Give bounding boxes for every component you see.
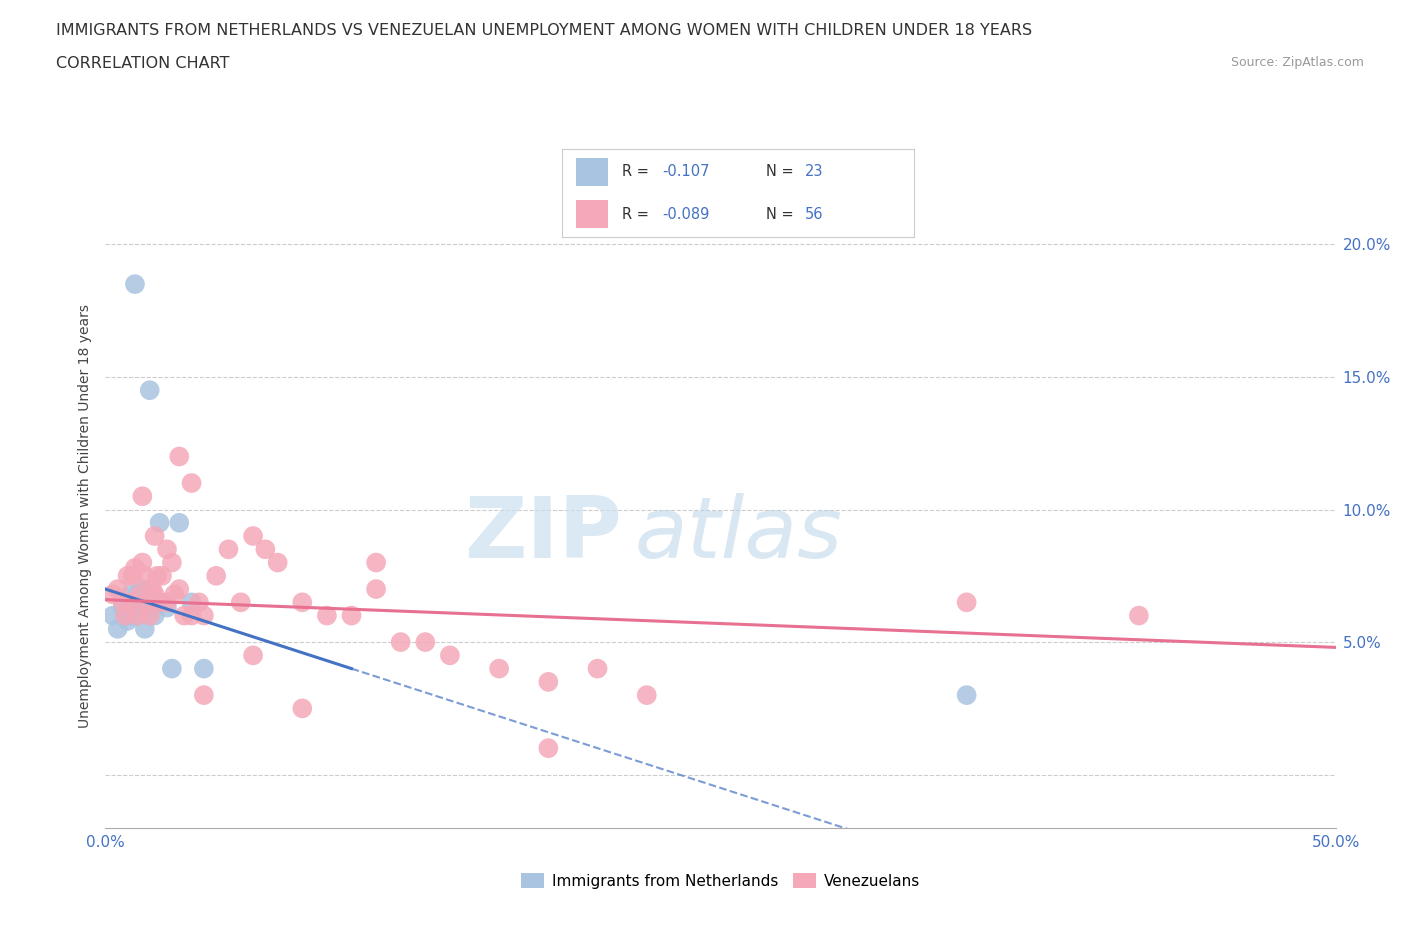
Point	[156, 600, 179, 615]
Point	[389, 634, 412, 649]
Point	[173, 608, 195, 623]
Point	[169, 449, 191, 464]
Point	[149, 515, 172, 530]
Point	[488, 661, 510, 676]
Point	[149, 595, 172, 610]
Point	[131, 581, 153, 596]
Point	[636, 687, 658, 702]
Point	[121, 608, 143, 623]
Text: atlas: atlas	[634, 493, 842, 577]
Text: R =: R =	[621, 165, 654, 179]
Point	[537, 674, 560, 689]
Point	[131, 489, 153, 504]
Legend: Immigrants from Netherlands, Venezuelans: Immigrants from Netherlands, Venezuelans	[515, 867, 927, 895]
Point	[586, 661, 609, 676]
Point	[124, 595, 146, 610]
Text: 56: 56	[804, 206, 824, 221]
Point	[127, 587, 149, 602]
Point	[229, 595, 252, 610]
Point	[143, 587, 166, 602]
Bar	[576, 158, 607, 186]
Point	[138, 383, 162, 398]
Point	[129, 600, 152, 615]
Point	[1128, 608, 1150, 623]
Text: ZIP: ZIP	[464, 493, 621, 577]
Point	[180, 595, 202, 610]
Point	[291, 595, 314, 610]
Point	[138, 608, 162, 623]
Point	[218, 542, 240, 557]
Text: N =: N =	[766, 165, 799, 179]
Point	[180, 608, 202, 623]
Point	[107, 581, 129, 596]
Point	[143, 608, 166, 623]
Point	[114, 608, 136, 623]
Point	[124, 561, 146, 576]
Point	[101, 608, 124, 623]
Point	[117, 614, 139, 629]
Point	[169, 581, 191, 596]
Point	[193, 687, 215, 702]
Point	[111, 595, 134, 610]
Point	[124, 277, 146, 292]
Point	[156, 542, 179, 557]
Text: Source: ZipAtlas.com: Source: ZipAtlas.com	[1230, 56, 1364, 69]
Point	[136, 595, 159, 610]
Point	[956, 595, 979, 610]
Point	[107, 621, 129, 636]
Point	[291, 701, 314, 716]
Point	[127, 608, 149, 623]
Text: -0.107: -0.107	[662, 165, 710, 179]
Point	[267, 555, 290, 570]
Text: N =: N =	[766, 206, 799, 221]
Point	[149, 595, 172, 610]
Point	[146, 568, 169, 583]
Point	[111, 600, 134, 615]
Point	[121, 568, 143, 583]
Point	[169, 515, 191, 530]
Point	[150, 568, 173, 583]
Point	[180, 475, 202, 490]
Point	[160, 555, 183, 570]
Point	[366, 581, 388, 596]
Point	[413, 634, 436, 649]
Y-axis label: Unemployment Among Women with Children Under 18 years: Unemployment Among Women with Children U…	[77, 304, 91, 728]
Point	[141, 581, 163, 596]
Point	[117, 568, 139, 583]
Bar	[576, 200, 607, 228]
Text: CORRELATION CHART: CORRELATION CHART	[56, 56, 229, 71]
Text: -0.089: -0.089	[662, 206, 710, 221]
Point	[537, 740, 560, 755]
Point	[101, 587, 124, 602]
Point	[254, 542, 277, 557]
Point	[439, 648, 461, 663]
Text: 23: 23	[804, 165, 824, 179]
Point	[138, 595, 162, 610]
Point	[193, 661, 215, 676]
Text: IMMIGRANTS FROM NETHERLANDS VS VENEZUELAN UNEMPLOYMENT AMONG WOMEN WITH CHILDREN: IMMIGRANTS FROM NETHERLANDS VS VENEZUELA…	[56, 23, 1032, 38]
Point	[160, 661, 183, 676]
Point	[156, 595, 179, 610]
Point	[956, 687, 979, 702]
Point	[188, 595, 211, 610]
Point	[120, 587, 141, 602]
Point	[129, 587, 152, 602]
Point	[315, 608, 337, 623]
Point	[134, 621, 156, 636]
Point	[340, 608, 363, 623]
Point	[242, 648, 264, 663]
Point	[205, 568, 228, 583]
Point	[193, 608, 215, 623]
Point	[366, 555, 388, 570]
Point	[242, 528, 264, 543]
Point	[120, 595, 141, 610]
Point	[163, 587, 186, 602]
Text: R =: R =	[621, 206, 654, 221]
Point	[131, 555, 153, 570]
Point	[134, 568, 156, 583]
Point	[143, 528, 166, 543]
